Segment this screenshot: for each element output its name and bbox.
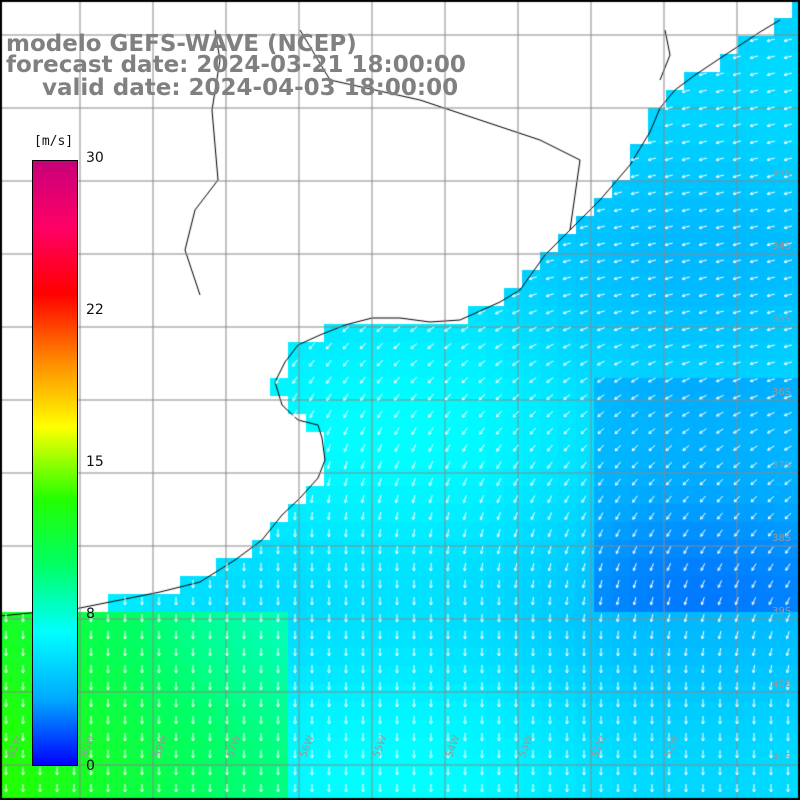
colorbar-unit: [m/s] [34, 134, 74, 149]
valid-date: valid date: 2024-04-03 18:00:00 [42, 75, 459, 101]
colorbar-legend [32, 160, 78, 766]
colorbar-tick-15: 15 [86, 454, 104, 470]
colorbar-tick-22: 22 [86, 302, 104, 318]
colorbar-tick-8: 8 [86, 606, 95, 622]
colorbar-tick-30: 30 [86, 150, 104, 166]
model-title: modelo GEFS-WAVE (NCEP) [6, 31, 357, 57]
colorbar-tick-0: 0 [86, 758, 95, 774]
forecast-date: forecast date: 2024-03-21 18:00:00 [6, 52, 466, 78]
